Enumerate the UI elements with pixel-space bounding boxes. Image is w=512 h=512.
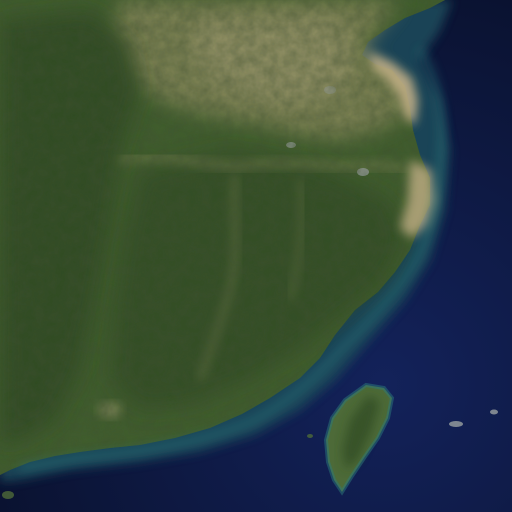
small-island [449, 421, 463, 427]
sediment-plume-north [368, 52, 418, 125]
small-island [2, 491, 14, 499]
small-island [490, 409, 498, 415]
small-island [307, 434, 313, 438]
coastal-shallows [19, 48, 445, 471]
taiwan-mountains [342, 395, 380, 470]
taiwan-shallows [323, 382, 395, 496]
land-texture [0, 0, 445, 475]
sediment-plume-east [400, 160, 436, 238]
